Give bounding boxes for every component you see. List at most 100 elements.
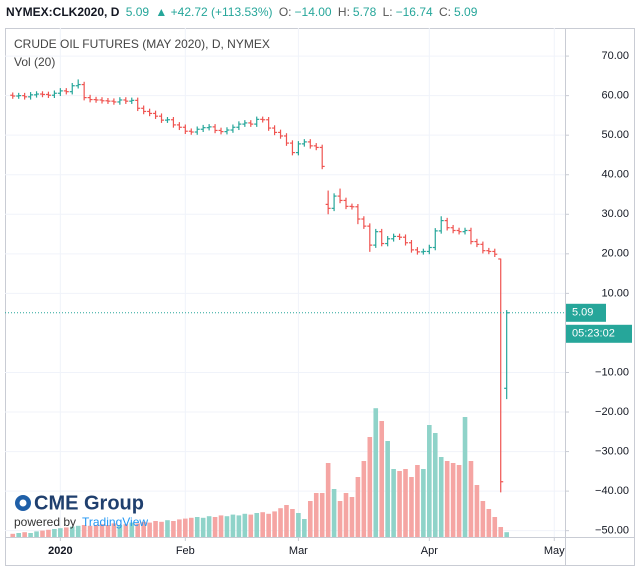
volume-bar — [361, 461, 367, 537]
volume-bar — [456, 465, 462, 537]
last-price-label: 5.09 — [572, 307, 593, 319]
y-tick-label: 40.00 — [601, 169, 629, 181]
volume-bar — [307, 501, 313, 537]
volume-bar — [123, 524, 129, 537]
volume-bar — [492, 517, 498, 537]
volume-bar — [355, 477, 361, 537]
volume-bar — [438, 457, 444, 537]
volume-bar — [427, 425, 432, 537]
volume-bar — [40, 530, 45, 537]
volume-bar — [194, 517, 200, 537]
logo-brand: CME Group — [34, 492, 144, 514]
logo-platform: TradingView — [82, 515, 148, 529]
volume-bar — [129, 522, 135, 537]
countdown-label: 05:23:02 — [572, 328, 615, 340]
volume-bar — [159, 521, 164, 537]
y-tick-label: −30.00 — [595, 445, 629, 457]
volume-bar — [28, 533, 33, 537]
volume-bar — [75, 525, 81, 537]
volume-bar — [218, 515, 224, 537]
volume-bar — [432, 433, 438, 537]
value: 5.78 — [352, 5, 377, 19]
volume-bar — [474, 485, 480, 537]
volume-bar — [254, 513, 260, 537]
volume-bar — [16, 533, 21, 537]
y-tick-label: −20.00 — [595, 406, 629, 418]
value: −16.74 — [395, 5, 433, 19]
volume-bar — [486, 509, 492, 537]
volume-bar — [290, 509, 295, 537]
volume-title: Vol (20) — [14, 55, 55, 69]
key: L: — [382, 5, 393, 19]
chart-title: CRUDE OIL FUTURES (MAY 2020), D, NYMEX — [14, 37, 270, 51]
y-tick-label: 50.00 — [601, 129, 629, 141]
volume-bar — [480, 501, 486, 537]
volume-bar — [337, 501, 343, 537]
x-tick-label: Mar — [289, 545, 308, 557]
volume-bar — [343, 493, 349, 537]
volume-bar — [272, 511, 277, 537]
value: −14.00 — [294, 5, 332, 19]
volume-bar — [421, 469, 426, 537]
volume-bar — [87, 525, 93, 537]
volume-bar — [153, 521, 158, 537]
volume-bar — [165, 520, 170, 537]
volume-bar — [302, 519, 307, 537]
volume-bar — [135, 523, 141, 537]
legend: NYMEX:CLK2020, D 5.09 ▲ +42.72 (+113.53%… — [6, 5, 480, 19]
volume-bar — [177, 519, 182, 537]
volume-bar — [183, 518, 188, 537]
key: C: — [439, 5, 452, 19]
volume — [10, 408, 509, 537]
grid — [5, 28, 565, 537]
volume-bar — [397, 471, 402, 537]
volume-bar — [141, 521, 146, 537]
volume-bar — [230, 514, 236, 537]
volume-bar — [278, 508, 283, 537]
volume-bar — [319, 493, 325, 537]
volume-bar — [171, 521, 176, 537]
volume-bar — [266, 513, 271, 537]
volume-bar — [468, 461, 474, 537]
x-tick-label: 2020 — [48, 545, 72, 557]
volume-bar — [403, 469, 408, 537]
volume-bar — [117, 525, 123, 537]
volume-bar — [296, 513, 301, 537]
volume-bar — [409, 477, 414, 537]
volume-bar — [212, 517, 218, 537]
volume-bar — [200, 517, 206, 537]
y-tick-label: 60.00 — [601, 90, 629, 102]
y-tick-label: 10.00 — [601, 287, 629, 299]
axes: 70.00 60.00 50.00 40.00 30.00 20.00 10.00 −10.0… — [48, 50, 632, 557]
volume-bar — [58, 528, 63, 537]
logo-powered: powered by — [14, 515, 76, 529]
volume-bar — [52, 529, 57, 537]
y-tick-label: −40.00 — [595, 485, 629, 497]
y-tick-label: −50.00 — [595, 525, 629, 537]
x-tick-label: Feb — [176, 545, 195, 557]
frame — [5, 28, 635, 566]
volume-bar — [63, 527, 69, 537]
last-price-box — [566, 303, 606, 322]
volume-bar — [46, 529, 51, 537]
volume-bar — [34, 531, 39, 537]
volume-bar — [147, 522, 152, 537]
logo-globe — [19, 499, 27, 507]
volume-bar — [385, 441, 390, 537]
volume-bar — [415, 465, 420, 537]
y-tick-label: 30.00 — [601, 208, 629, 220]
y-tick-label: 20.00 — [601, 248, 629, 260]
value: 5.09 — [454, 5, 478, 19]
volume-bar — [10, 533, 16, 537]
volume-bar — [242, 513, 248, 537]
volume-bar — [93, 525, 99, 537]
y-tick-label: 70.00 — [601, 50, 629, 62]
price — [5, 79, 565, 493]
volume-bar — [99, 524, 105, 537]
volume-bar — [349, 497, 355, 537]
y-tick-label: −10.00 — [595, 366, 629, 378]
volume-bar — [284, 505, 289, 537]
x-tick-label: May — [544, 545, 565, 557]
